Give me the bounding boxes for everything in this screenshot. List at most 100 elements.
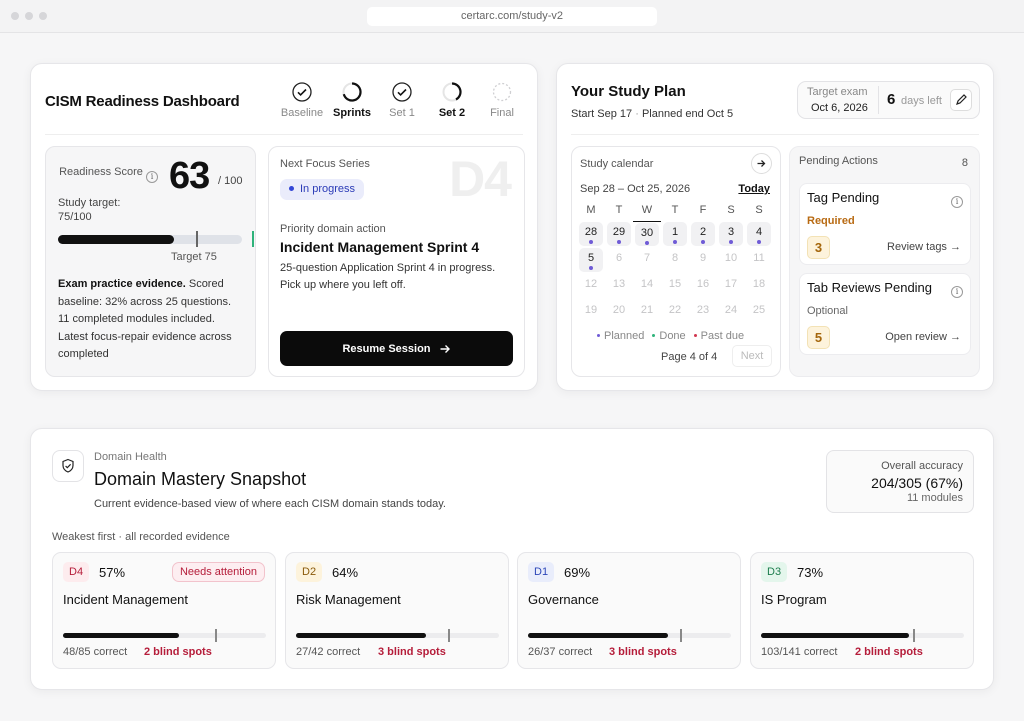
step-set-2[interactable]: Set 2 [431,82,473,119]
domain-name: Risk Management [296,592,401,607]
domain-mastery-title: Domain Mastery Snapshot [94,469,307,489]
calendar-day-number: 30 [640,227,654,239]
domain-watermark: D4 [449,151,512,207]
open-review-link[interactable]: Open review → [885,331,961,343]
check-circle-icon [292,82,312,102]
calendar-nav-button[interactable] [751,153,772,174]
domain-name: IS Program [761,592,827,607]
calendar-day[interactable]: 14 [633,273,661,299]
calendar-day-number: 11 [753,252,765,264]
shield-check-icon [62,458,74,473]
calendar-day[interactable]: 29 [605,221,633,247]
study-calendar: Study calendar Sep 28 – Oct 25, 2026 Tod… [571,146,781,377]
domain-target-marker [448,629,450,642]
calendar-day[interactable]: 30 [633,221,661,247]
calendar-day[interactable]: 8 [661,247,689,273]
domain-progress-bar [761,629,964,642]
domain-correct-count: 48/85 correct [63,646,128,658]
domain-card-d4[interactable]: D4 57% Needs attention Incident Management 4… [52,552,276,669]
readiness-card: CISM Readiness Dashboard Baseline Sprint… [30,63,538,391]
pending-item-status: Optional [807,305,848,317]
domain-code-badge: D1 [528,562,555,582]
step-label: Sprints [333,107,371,119]
calendar-day[interactable]: 28 [577,221,605,247]
next-page-button[interactable]: Next [732,345,772,367]
domain-code-badge: D2 [296,562,323,582]
calendar-day[interactable]: 20 [605,299,633,325]
calendar-day[interactable]: 18 [745,273,773,299]
calendar-day[interactable]: 4 [745,221,773,247]
domain-correct-count: 27/42 correct [296,646,361,658]
evidence-body: Scored baseline: 32% across 25 questions… [58,278,232,360]
planned-dot-icon [645,241,649,245]
step-baseline[interactable]: Baseline [281,82,323,119]
weekday-label: F [699,204,707,216]
calendar-day[interactable]: 3 [717,221,745,247]
calendar-day[interactable]: 11 [745,247,773,273]
calendar-day[interactable]: 10 [717,247,745,273]
calendar-day[interactable]: 24 [717,299,745,325]
step-set-1[interactable]: Set 1 [381,82,423,119]
calendar-day[interactable]: 2 [689,221,717,247]
domain-correct-count: 103/141 correct [761,646,838,658]
domain-progress-fill [296,633,426,638]
close-dot-icon[interactable] [11,12,19,20]
domain-mastery-subtitle: Current evidence-based view of where eac… [94,498,446,510]
info-icon[interactable]: i [951,196,963,208]
calendar-day[interactable]: 22 [661,299,689,325]
planned-dot-icon [757,240,761,244]
calendar-day[interactable]: 25 [745,299,773,325]
calendar-day[interactable]: 12 [577,273,605,299]
domain-card-d3[interactable]: D3 73% IS Program 103/141 correct 2 blind sp… [750,552,974,669]
today-link[interactable]: Today [738,183,770,195]
info-icon[interactable]: i [146,171,158,183]
evidence-heading: Exam practice evidence. [58,278,186,290]
blind-spots-link[interactable]: 3 blind spots [609,646,677,658]
overall-accuracy-value: 204/305 (67%) [871,475,963,491]
calendar-day[interactable]: 19 [577,299,605,325]
calendar-day[interactable]: 6 [605,247,633,273]
status-badge-label: In progress [300,183,356,195]
info-icon[interactable]: i [951,286,963,298]
edit-exam-button[interactable] [950,89,972,111]
blind-spots-link[interactable]: 2 blind spots [855,646,923,658]
address-bar[interactable]: certarc.com/study-v2 [367,7,657,26]
calendar-day[interactable]: 17 [717,273,745,299]
domain-card-d2[interactable]: D2 64% Risk Management 27/42 correct 3 blind… [285,552,509,669]
domain-card-d1[interactable]: D1 69% Governance 26/37 correct 3 blind spot… [517,552,741,669]
next-focus-title: Next Focus Series [280,158,370,170]
score-denominator: / 100 [218,175,243,187]
calendar-day-number: 3 [727,226,735,238]
calendar-day[interactable]: 5 [577,247,605,273]
calendar-day-number: 7 [643,252,651,264]
review-tags-link[interactable]: Review tags → [887,241,961,253]
domain-percentage: 64% [332,565,359,580]
blind-spots-link[interactable]: 3 blind spots [378,646,446,658]
domain-progress-fill [63,633,179,638]
calendar-day-number: 19 [584,304,598,316]
step-label: Final [490,107,514,119]
minimize-dot-icon[interactable] [25,12,33,20]
target-exam-label: Target exam [807,86,868,98]
calendar-day-number: 9 [699,252,707,264]
calendar-day[interactable]: 15 [661,273,689,299]
status-dot-icon [289,185,294,191]
step-final[interactable]: Final [481,82,523,119]
calendar-day[interactable]: 23 [689,299,717,325]
calendar-day[interactable]: 21 [633,299,661,325]
step-sprints[interactable]: Sprints [331,82,373,119]
resume-session-button[interactable]: Resume Session [280,331,513,366]
domain-health-card: Domain Health Domain Mastery Snapshot Cu… [30,428,994,690]
calendar-day[interactable]: 1 [661,221,689,247]
calendar-day-number: 6 [615,252,623,264]
calendar-day[interactable]: 9 [689,247,717,273]
pending-item-name: Tab Reviews Pending [807,280,933,295]
blind-spots-link[interactable]: 2 blind spots [144,646,212,658]
maximize-dot-icon[interactable] [39,12,47,20]
domain-health-label: Domain Health [94,451,167,463]
calendar-day[interactable]: 16 [689,273,717,299]
planned-dot-icon [589,240,593,244]
calendar-day[interactable]: 7 [633,247,661,273]
calendar-day[interactable]: 13 [605,273,633,299]
target-label: Target 75 [171,251,217,263]
